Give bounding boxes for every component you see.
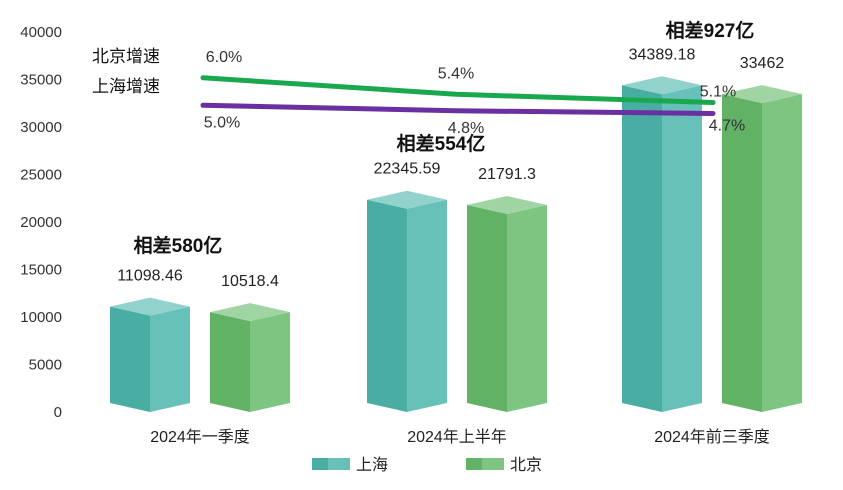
growth-value-label: 4.7%: [709, 118, 745, 135]
x-tick-label: 2024年前三季度: [654, 428, 770, 446]
growth-series-label: 上海增速: [92, 77, 160, 97]
value-label: 34389.18: [629, 46, 696, 63]
growth-lines: 北京增速 6.0% 5.4% 5.1% 上海增速 5.0% 4.8% 4.7%: [92, 47, 745, 137]
bar: [722, 85, 802, 413]
legend-item: 上海: [312, 456, 388, 474]
y-tick-label: 35000: [20, 72, 62, 89]
difference-label: 相差580亿: [134, 234, 223, 257]
y-tick-label: 10000: [20, 309, 62, 326]
bar: [367, 190, 447, 412]
y-axis: 0 5000 10000 15000 20000 25000 30000 35000 40000: [20, 24, 62, 421]
legend-swatch: [312, 458, 328, 470]
growth-value-label: 5.0%: [204, 114, 240, 131]
value-label: 22345.59: [374, 161, 441, 178]
y-tick-label: 30000: [20, 119, 62, 136]
y-tick-label: 0: [54, 404, 62, 421]
legend-item: 北京: [466, 456, 542, 474]
growth-series-label: 北京增速: [92, 47, 160, 67]
x-tick-label: 2024年上半年: [407, 428, 507, 446]
y-tick-label: 15000: [20, 262, 62, 279]
growth-line: [200, 102, 716, 116]
legend: 上海 北京: [312, 456, 542, 474]
y-tick-label: 5000: [29, 357, 62, 374]
difference-label: 相差554亿: [397, 132, 486, 155]
bar: [622, 76, 702, 412]
value-label: 11098.46: [117, 268, 183, 285]
bar: [210, 303, 290, 412]
legend-label: 北京: [510, 456, 542, 474]
legend-label: 上海: [356, 456, 388, 474]
y-tick-label: 20000: [20, 214, 62, 231]
value-label: 21791.3: [478, 166, 536, 183]
y-tick-label: 40000: [20, 24, 62, 41]
difference-labels: 相差580亿 相差554亿 相差927亿: [134, 19, 755, 257]
y-tick-label: 25000: [20, 167, 62, 184]
difference-label: 相差927亿: [666, 19, 755, 42]
bars: 11098.46 22345.59 34389.18 10518.4 21791.3 33…: [110, 46, 802, 413]
x-tick-label: 2024年一季度: [150, 428, 250, 446]
growth-line: [200, 75, 716, 105]
category-labels: 2024年一季度 2024年上半年 2024年前三季度: [150, 428, 770, 446]
value-label: 33462: [740, 55, 785, 72]
growth-value-label: 4.8%: [448, 120, 484, 137]
legend-swatch: [466, 458, 482, 470]
growth-value-label: 6.0%: [206, 49, 242, 66]
value-label: 10518.4: [221, 273, 279, 290]
growth-value-label: 5.4%: [438, 65, 474, 82]
growth-value-label: 5.1%: [700, 84, 736, 101]
bar: [110, 297, 190, 412]
bar: [467, 195, 547, 412]
